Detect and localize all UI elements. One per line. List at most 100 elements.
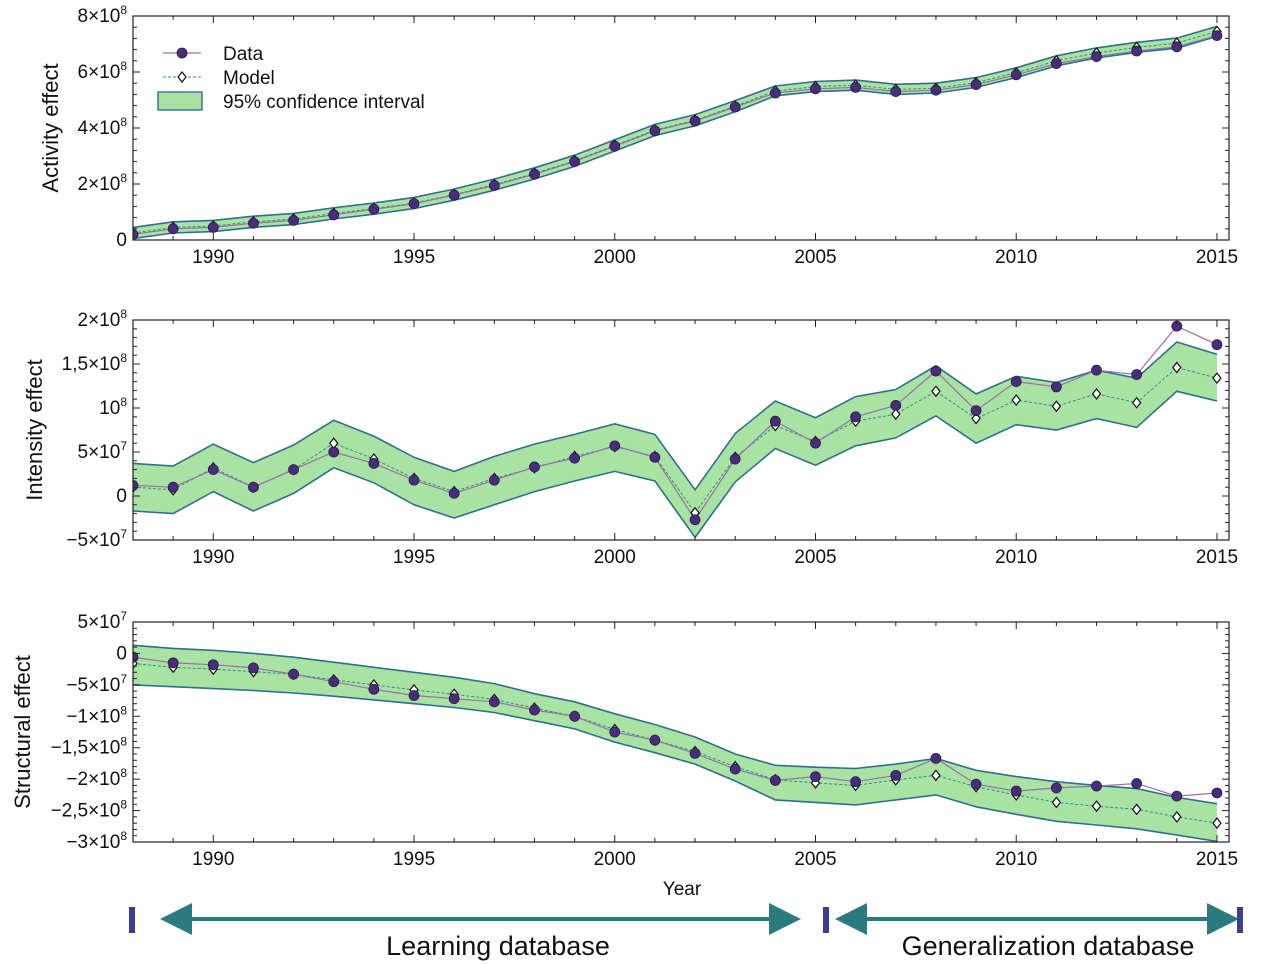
y-axis: 0 2×108 4×108 6×108 8×108 <box>78 3 1229 251</box>
model-line <box>133 30 1218 234</box>
data-point <box>288 668 299 680</box>
data-point <box>408 690 420 701</box>
model-point <box>891 408 901 421</box>
plot-area <box>133 644 1223 842</box>
data-point <box>488 696 500 708</box>
model-point <box>1131 396 1142 409</box>
model-point <box>1091 800 1102 813</box>
y-tick-label: 0 <box>116 643 127 664</box>
confidence-lower-bound <box>133 684 1218 842</box>
y-axis: −3×108 −2,5×108 −2×108 −1,5×108 −1×108 −5×107… <box>51 609 1229 853</box>
data-point <box>1171 41 1183 53</box>
data-point <box>1091 364 1102 376</box>
data-point <box>1010 785 1022 797</box>
legend-model-label: Model <box>223 68 275 89</box>
data-point <box>930 365 942 377</box>
data-point <box>133 229 139 240</box>
x-tick-label: 2015 <box>1196 547 1238 568</box>
data-point <box>448 189 460 201</box>
data-point <box>368 203 380 215</box>
data-point <box>1131 45 1143 57</box>
data-point <box>408 198 420 210</box>
data-point <box>328 209 340 221</box>
data-point <box>288 464 299 476</box>
data-point <box>1010 376 1022 388</box>
data-point <box>1091 51 1102 62</box>
data-point <box>248 662 259 674</box>
model-point <box>971 412 981 425</box>
data-point <box>1050 782 1062 794</box>
data-point <box>368 458 380 469</box>
data-point <box>850 776 862 788</box>
data-point <box>769 775 781 786</box>
data-point <box>930 753 942 764</box>
data-point <box>368 683 380 695</box>
x-tick-label: 2010 <box>995 247 1037 268</box>
data-point <box>529 461 540 473</box>
model-point <box>1051 400 1062 413</box>
chart-panel-1: 1990 1995 2000 2005 2010 2015 0 2×108 4×108 6×108… <box>38 3 1238 268</box>
model-point <box>1212 817 1222 830</box>
data-point <box>729 101 741 113</box>
data-point <box>890 86 902 97</box>
data-point <box>448 487 460 499</box>
data-point <box>207 659 219 671</box>
model-point <box>1011 394 1021 407</box>
chart-panel-3: 1990 1995 2000 2005 2010 2015 −3×108 −2,5×108 −2… <box>10 609 1238 900</box>
data-point <box>1050 381 1062 393</box>
confidence-upper-bound <box>133 25 1218 229</box>
x-tick-label: 2015 <box>1196 849 1238 870</box>
x-axis-title: Year <box>663 879 702 900</box>
plot-area <box>133 320 1223 539</box>
x-tick-label: 2010 <box>995 849 1037 870</box>
model-point <box>931 769 941 782</box>
y-tick-label: −2×108 <box>66 766 127 790</box>
y-tick-label: 6×108 <box>78 59 128 83</box>
y-tick-label: 1,5×108 <box>62 351 128 375</box>
legend-model-marker <box>177 71 187 83</box>
x-axis: 1990 1995 2000 2005 2010 2015 <box>132 16 1238 268</box>
y-axis-title: Activity effect <box>38 63 63 192</box>
plot-frame <box>132 319 1230 541</box>
data-point <box>850 82 862 93</box>
data-point <box>488 474 500 486</box>
data-point <box>649 734 661 746</box>
data-point <box>1211 339 1223 351</box>
data-point <box>1131 369 1143 380</box>
data-point <box>810 437 821 449</box>
y-tick-label: 2×108 <box>78 307 128 331</box>
x-axis: 1990 1995 2000 2005 2010 2015 <box>132 320 1238 568</box>
y-axis-title: Intensity effect <box>22 359 47 500</box>
y-axis: −5×107 0 5×107 108 1,5×108 2×108 <box>62 307 1229 551</box>
generalization-end-marker <box>1237 907 1243 933</box>
learning-start-marker <box>129 907 135 933</box>
confidence-lower-bound <box>133 35 1218 240</box>
legend-ci-label: 95% confidence interval <box>223 92 425 113</box>
chart-panel-2: 1990 1995 2000 2005 2010 2015−5×10705×1071081… <box>22 307 1238 568</box>
model-line <box>133 366 1218 514</box>
data-point <box>328 446 340 458</box>
x-tick-label: 2015 <box>1196 247 1238 268</box>
model-point <box>1212 372 1222 385</box>
data-point <box>569 156 581 168</box>
data-point <box>1050 58 1062 69</box>
data-point <box>167 223 179 235</box>
x-tick-label: 1995 <box>393 547 435 568</box>
data-point <box>488 179 500 191</box>
data-line <box>133 325 1218 521</box>
data-point <box>1131 778 1143 789</box>
data-point <box>609 726 621 738</box>
data-point <box>729 763 741 775</box>
data-point <box>529 168 540 180</box>
data-point <box>609 440 621 452</box>
data-point <box>649 451 661 463</box>
y-tick-label: 8×108 <box>78 3 128 27</box>
x-tick-label: 2005 <box>794 547 836 568</box>
confidence-lower-bound <box>133 390 1218 539</box>
x-tick-label: 2005 <box>794 849 836 870</box>
data-point <box>448 693 460 705</box>
timeline-annotations: Learning database Generalization databas… <box>129 903 1243 961</box>
x-tick-label: 1990 <box>192 849 234 870</box>
y-tick-label: 0 <box>116 486 127 507</box>
